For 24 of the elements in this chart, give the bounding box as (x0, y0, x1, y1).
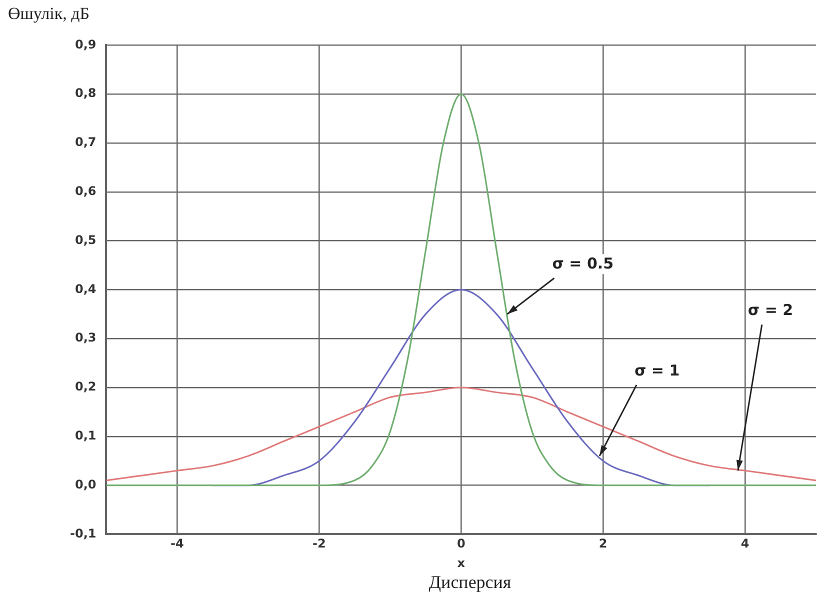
x-axis-title: x (457, 556, 466, 570)
y-tick-label: 0,7 (74, 135, 96, 150)
annotation: σ = 2 (748, 301, 794, 320)
y-tick-label: -0,1 (70, 526, 96, 540)
y-tick-label: 0,5 (74, 232, 96, 247)
y-axis-title: Өшулік, дБ (8, 4, 90, 24)
y-tick-label: 0,6 (74, 184, 96, 198)
x-tick-label: -4 (170, 536, 184, 551)
x-tick-label: 4 (740, 536, 750, 551)
line-series (106, 93, 816, 486)
x-tick-label: -2 (312, 536, 326, 551)
line-series (106, 386, 816, 482)
y-tick-label: 0,8 (74, 86, 96, 100)
y-tick-label: 0,9 (74, 37, 96, 52)
y-tick-label: 0,1 (74, 428, 96, 443)
annotation: σ = 0.5 (552, 254, 614, 273)
x-tick-label: 0 (456, 536, 466, 551)
y-tick-label: 0,2 (74, 380, 96, 394)
text: Дисперсия (428, 572, 512, 593)
x-tick-label: 2 (598, 536, 608, 551)
y-tick-label: 0,4 (74, 282, 96, 296)
annotation: σ = 1 (634, 361, 680, 380)
y-tick-label: 0,0 (74, 477, 96, 492)
y-tick-label: 0,3 (74, 330, 96, 345)
